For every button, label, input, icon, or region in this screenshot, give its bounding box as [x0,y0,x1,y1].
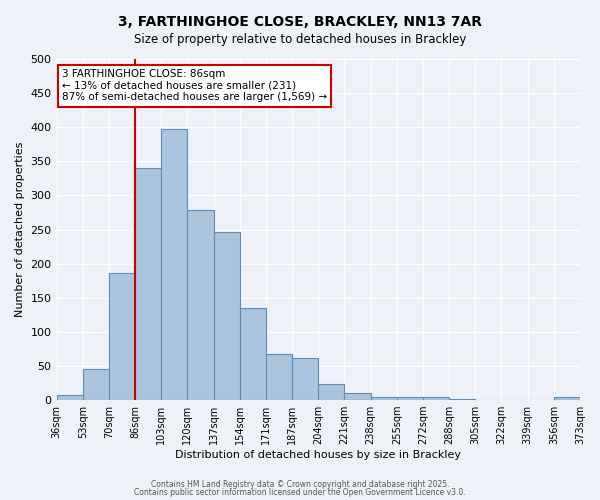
Bar [161,128,187,400]
Text: 3, FARTHINGHOE CLOSE, BRACKLEY, NN13 7AR: 3, FARTHINGHOE CLOSE, BRACKLEY, NN13 7AR [118,15,482,29]
Bar [214,232,240,400]
Bar [135,168,161,400]
Bar [371,396,397,400]
Bar [240,308,266,400]
Bar [423,396,449,400]
Bar [266,354,292,400]
Bar [318,384,344,400]
Bar [554,398,580,400]
Bar [187,210,214,400]
Bar [109,273,135,400]
Text: 3 FARTHINGHOE CLOSE: 86sqm
← 13% of detached houses are smaller (231)
87% of sem: 3 FARTHINGHOE CLOSE: 86sqm ← 13% of deta… [62,69,327,102]
Bar [449,398,475,400]
Y-axis label: Number of detached properties: Number of detached properties [15,142,25,317]
Bar [56,394,83,400]
Bar [397,396,423,400]
Text: Contains public sector information licensed under the Open Government Licence v3: Contains public sector information licen… [134,488,466,497]
X-axis label: Distribution of detached houses by size in Brackley: Distribution of detached houses by size … [175,450,461,460]
Text: Size of property relative to detached houses in Brackley: Size of property relative to detached ho… [134,32,466,46]
Bar [344,394,371,400]
Bar [83,368,109,400]
Text: Contains HM Land Registry data © Crown copyright and database right 2025.: Contains HM Land Registry data © Crown c… [151,480,449,489]
Bar [292,358,318,400]
